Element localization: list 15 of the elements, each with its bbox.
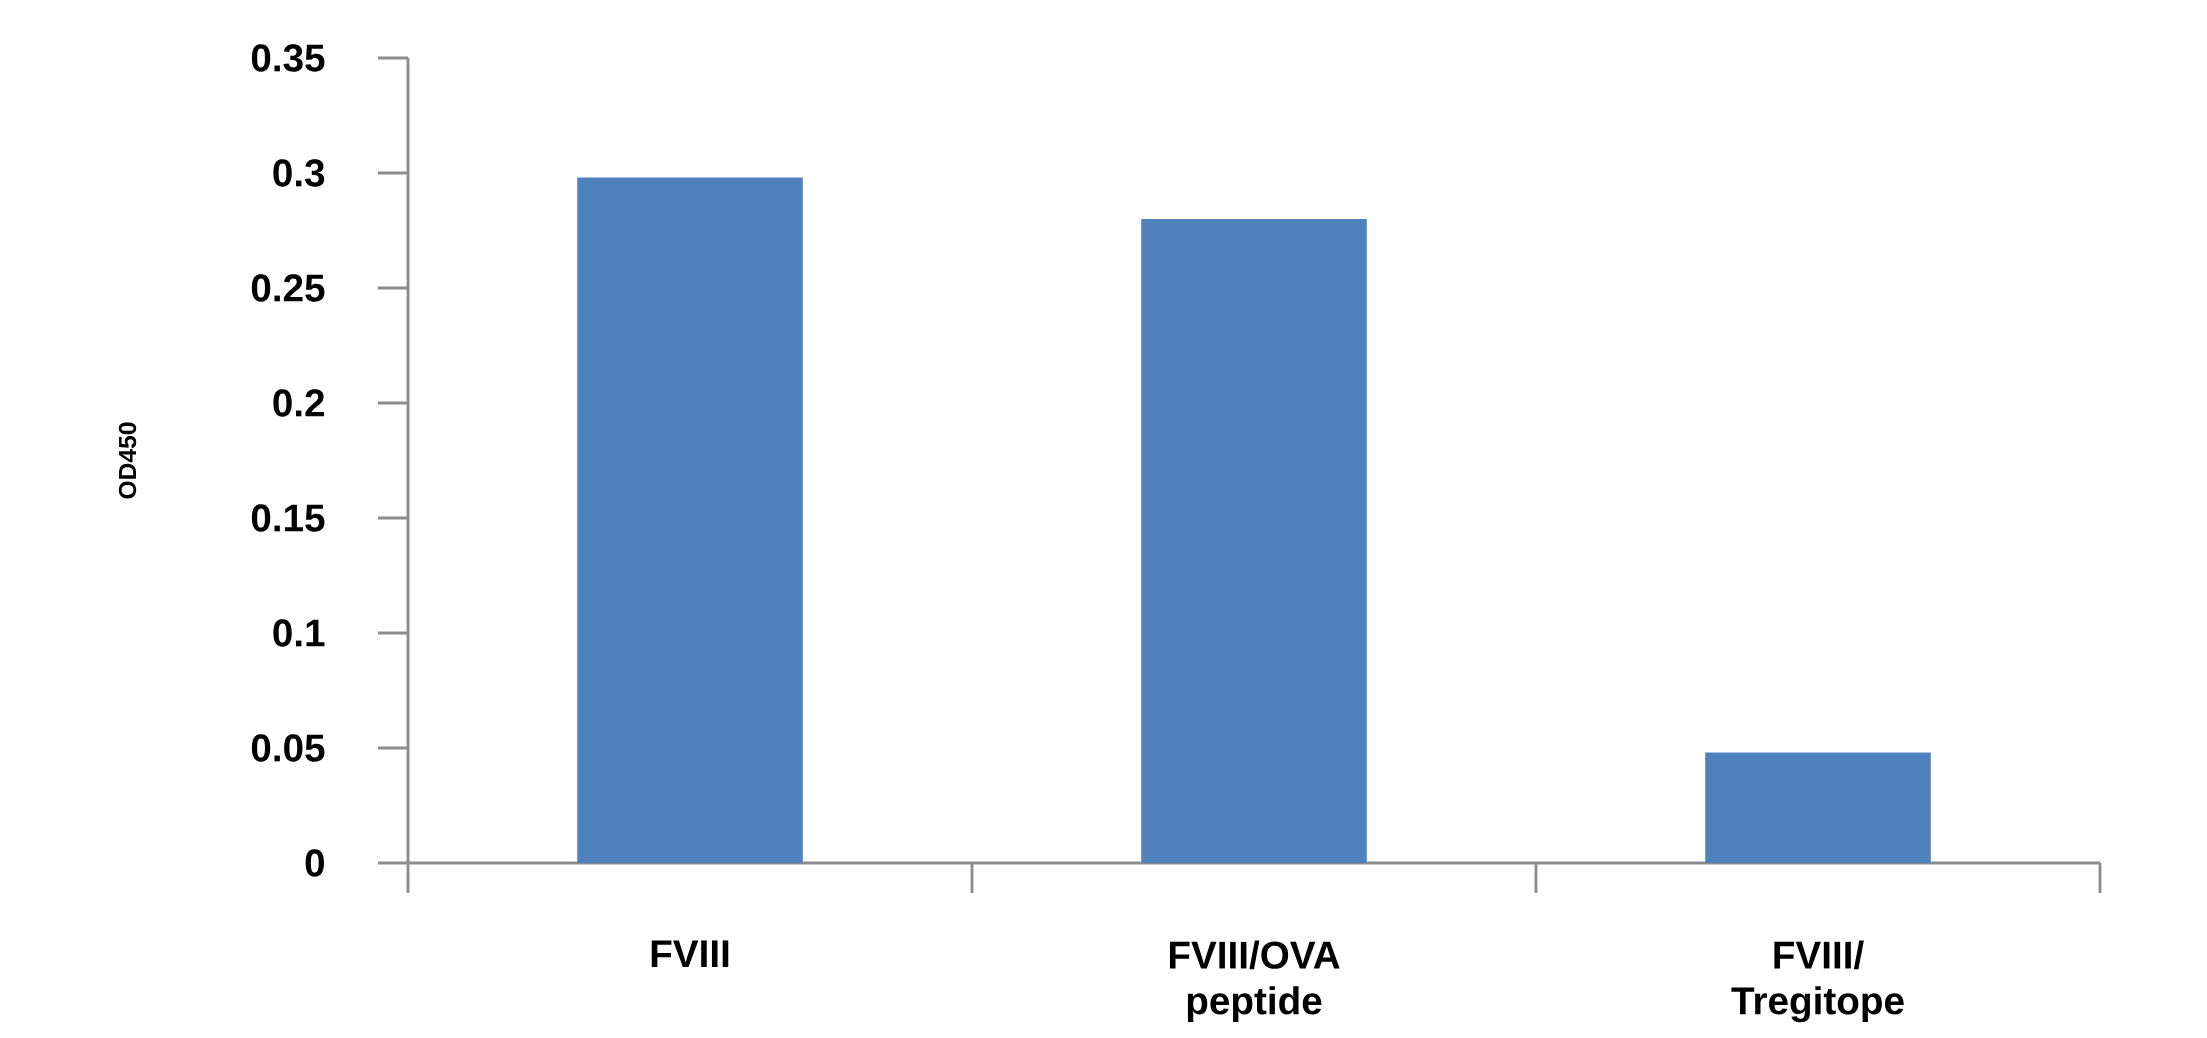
y-tick-label: 0.2 bbox=[273, 389, 325, 417]
bar bbox=[577, 177, 803, 863]
y-tick-label: 0.15 bbox=[251, 504, 325, 532]
y-tick-label: 0.3 bbox=[273, 159, 325, 187]
y-tick-label: 0.35 bbox=[251, 44, 325, 72]
y-tick-label: 0 bbox=[305, 849, 324, 877]
y-tick-label: 0.05 bbox=[251, 734, 325, 762]
bar bbox=[1141, 219, 1367, 863]
y-tick-label: 0.25 bbox=[251, 274, 325, 302]
y-axis-title: OD450 bbox=[118, 422, 137, 499]
x-tick-label: FVIII bbox=[651, 940, 729, 968]
x-tick-label: FVIII/OVA peptide bbox=[1169, 940, 1340, 1023]
y-tick-label: 0.1 bbox=[273, 619, 325, 647]
bar bbox=[1705, 752, 1931, 863]
x-tick-label: FVIII/ Tregitope bbox=[1731, 940, 1904, 1023]
